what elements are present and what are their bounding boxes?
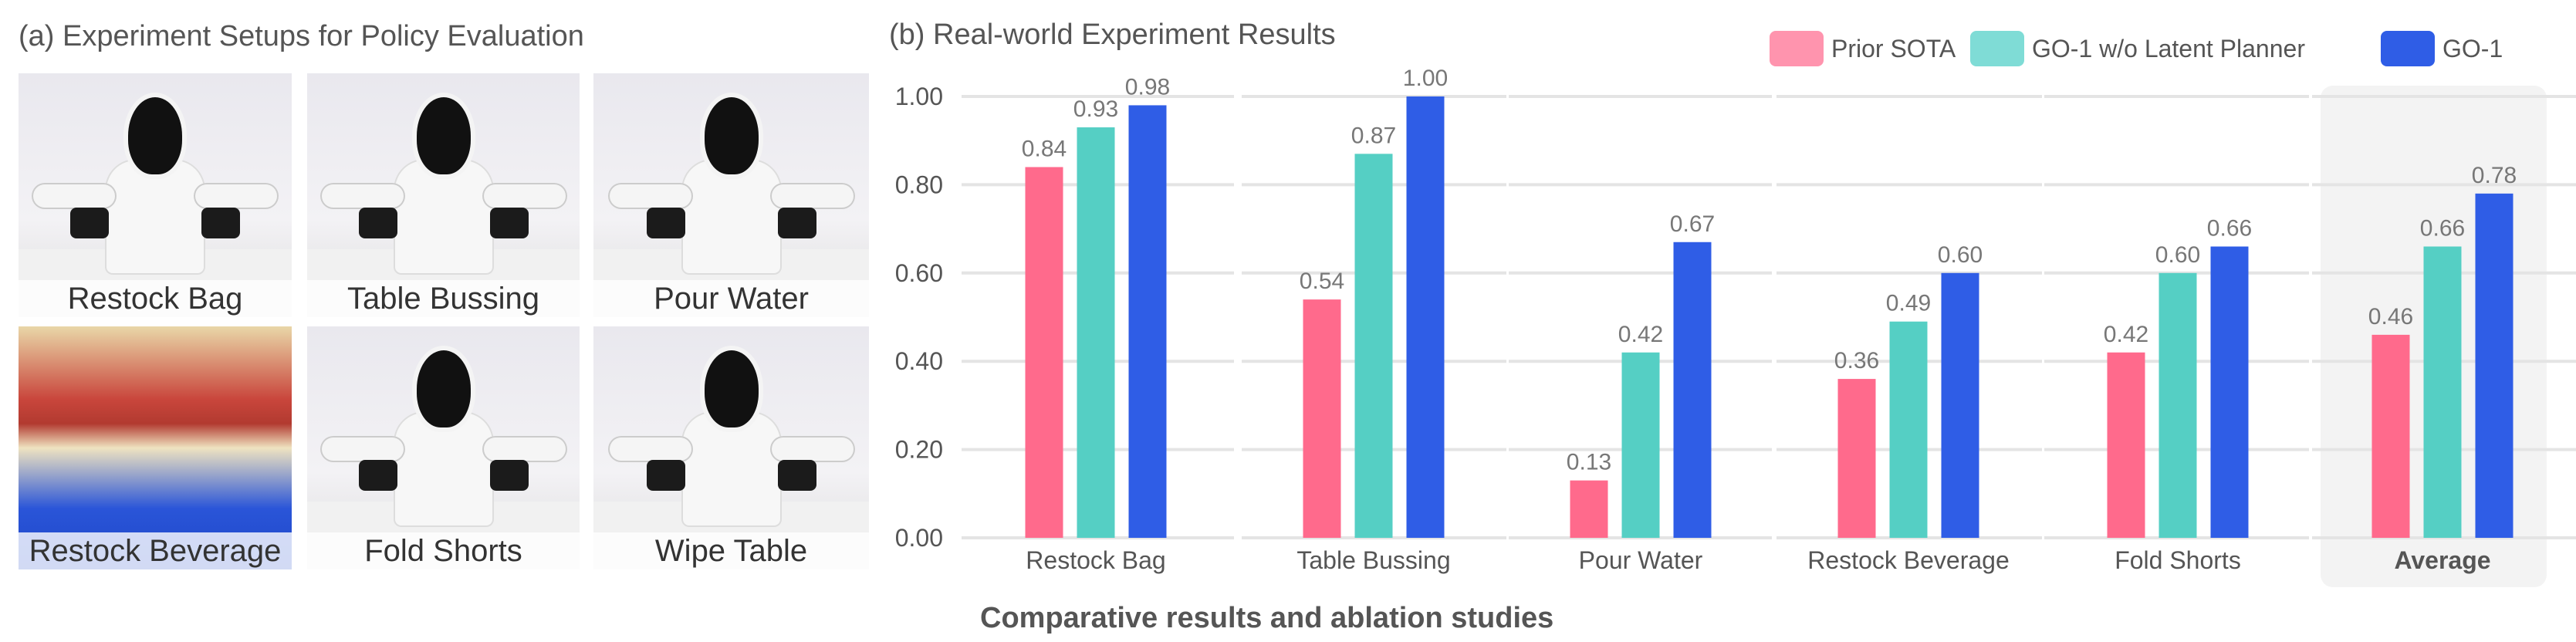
chart-title: (b) Real-world Experiment Results	[889, 19, 1336, 51]
photo-label: Table Bussing	[307, 280, 580, 317]
photo-label: Restock Bag	[19, 280, 292, 317]
bar-value-label: 0.66	[2420, 215, 2465, 241]
robot-head	[411, 93, 475, 180]
photo-table-bussing: Table Bussing	[307, 73, 580, 317]
robot-arm	[607, 435, 693, 462]
robot-gripper	[489, 460, 529, 492]
x-category-label: Restock Bag	[1026, 546, 1165, 574]
robot-gripper	[70, 207, 109, 238]
robot-gripper	[777, 460, 816, 492]
bar-value-label: 0.84	[1022, 137, 1067, 162]
bar-0-2	[1570, 480, 1608, 538]
bar-value-label: 0.42	[2104, 322, 2148, 347]
robot-arm	[482, 435, 567, 462]
legend-label: Prior SOTA	[1831, 34, 1956, 63]
bar-2-2	[1673, 242, 1712, 538]
robot-gripper	[358, 207, 397, 238]
bar-value-label: 0.13	[1567, 450, 1611, 475]
bar-value-label: 0.67	[1670, 211, 1715, 237]
x-category-label: Restock Beverage	[1807, 546, 2009, 574]
bar-value-label: 0.46	[2368, 304, 2413, 329]
bar-0-5	[2371, 334, 2410, 538]
robot-head	[699, 346, 763, 433]
bar-1-2	[1621, 352, 1660, 538]
legend-item: Prior SOTA	[1770, 31, 1956, 66]
x-category-label: Table Bussing	[1296, 546, 1450, 574]
y-tick-label: 1.00	[895, 83, 943, 110]
photo-label: Fold Shorts	[307, 532, 580, 569]
bar-0-0	[1025, 167, 1063, 538]
robot-head	[699, 93, 763, 180]
y-tick-label: 0.40	[895, 347, 943, 375]
bar-1-3	[1889, 321, 1928, 538]
photo-restock-bag: Restock Bag	[19, 73, 292, 317]
bar-0-3	[1837, 379, 1876, 538]
figure-caption: Comparative results and ablation studies	[980, 602, 1554, 634]
robot-gripper	[201, 207, 240, 238]
photo-wipe-table: Wipe Table	[593, 326, 869, 569]
photo-label: Pour Water	[593, 280, 869, 317]
bar-value-label: 0.42	[1618, 322, 1663, 347]
x-category-label: Pour Water	[1579, 546, 1703, 574]
robot-arm	[607, 183, 693, 210]
panel-a-title: (a) Experiment Setups for Policy Evaluat…	[19, 20, 584, 52]
bar-2-5	[2475, 193, 2513, 538]
legend-label: GO-1	[2442, 34, 2503, 63]
robot-gripper	[646, 460, 685, 492]
bar-2-1	[1406, 96, 1445, 538]
bar-2-3	[1941, 272, 1979, 538]
photo-fold-shorts: Fold Shorts	[307, 326, 580, 569]
robot-gripper	[489, 207, 529, 238]
bar-value-label: 0.93	[1073, 96, 1118, 122]
legend-item: GO-1	[2381, 31, 2503, 66]
bar-0-1	[1303, 299, 1341, 538]
bar-value-label: 0.60	[2155, 242, 2200, 268]
x-category-label: Fold Shorts	[2115, 546, 2241, 574]
robot-arm	[482, 183, 567, 210]
robot-gripper	[358, 460, 397, 492]
bar-1-0	[1077, 127, 1115, 539]
robot-arm	[769, 435, 855, 462]
bar-value-label: 0.36	[1834, 348, 1879, 373]
legend-swatch	[2381, 31, 2435, 66]
bar-2-4	[2210, 246, 2249, 538]
photo-label: Wipe Table	[593, 532, 869, 569]
y-tick-label: 0.20	[895, 436, 943, 464]
shelf-scene	[19, 326, 292, 569]
bar-value-label: 0.78	[2472, 163, 2517, 188]
robot-arm	[319, 435, 405, 462]
legend-label: GO-1 w/o Latent Planner	[2032, 34, 2305, 63]
photo-pour-water: Pour Water	[593, 73, 869, 317]
bar-value-label: 1.00	[1403, 66, 1448, 91]
y-tick-label: 0.00	[895, 524, 943, 552]
robot-arm	[319, 183, 405, 210]
x-category-label: Average	[2394, 546, 2490, 574]
robot-arm	[32, 183, 117, 210]
bar-1-1	[1354, 154, 1393, 539]
robot-gripper	[777, 207, 816, 238]
y-tick-label: 0.60	[895, 259, 943, 287]
bar-value-label: 0.98	[1125, 74, 1170, 100]
bar-value-label: 0.49	[1886, 291, 1931, 316]
bar-0-4	[2107, 352, 2145, 538]
bar-2-0	[1128, 105, 1167, 538]
robot-arm	[769, 183, 855, 210]
bar-1-4	[2158, 272, 2197, 538]
bar-value-label: 0.60	[1938, 242, 1983, 268]
robot-gripper	[646, 207, 685, 238]
bar-value-label: 0.66	[2207, 215, 2252, 241]
bar-1-5	[2423, 246, 2462, 538]
bar-value-label: 0.54	[1300, 269, 1344, 294]
robot-head	[123, 93, 187, 180]
y-tick-label: 0.80	[895, 171, 943, 198]
photo-label: Restock Beverage	[19, 532, 292, 569]
legend-swatch	[1970, 31, 2024, 66]
legend-swatch	[1770, 31, 1824, 66]
robot-head	[411, 346, 475, 433]
robot-arm	[194, 183, 279, 210]
legend-item: GO-1 w/o Latent Planner	[1970, 31, 2305, 66]
photo-restock-beverage: Restock Beverage	[19, 326, 292, 569]
bar-value-label: 0.87	[1351, 123, 1396, 148]
